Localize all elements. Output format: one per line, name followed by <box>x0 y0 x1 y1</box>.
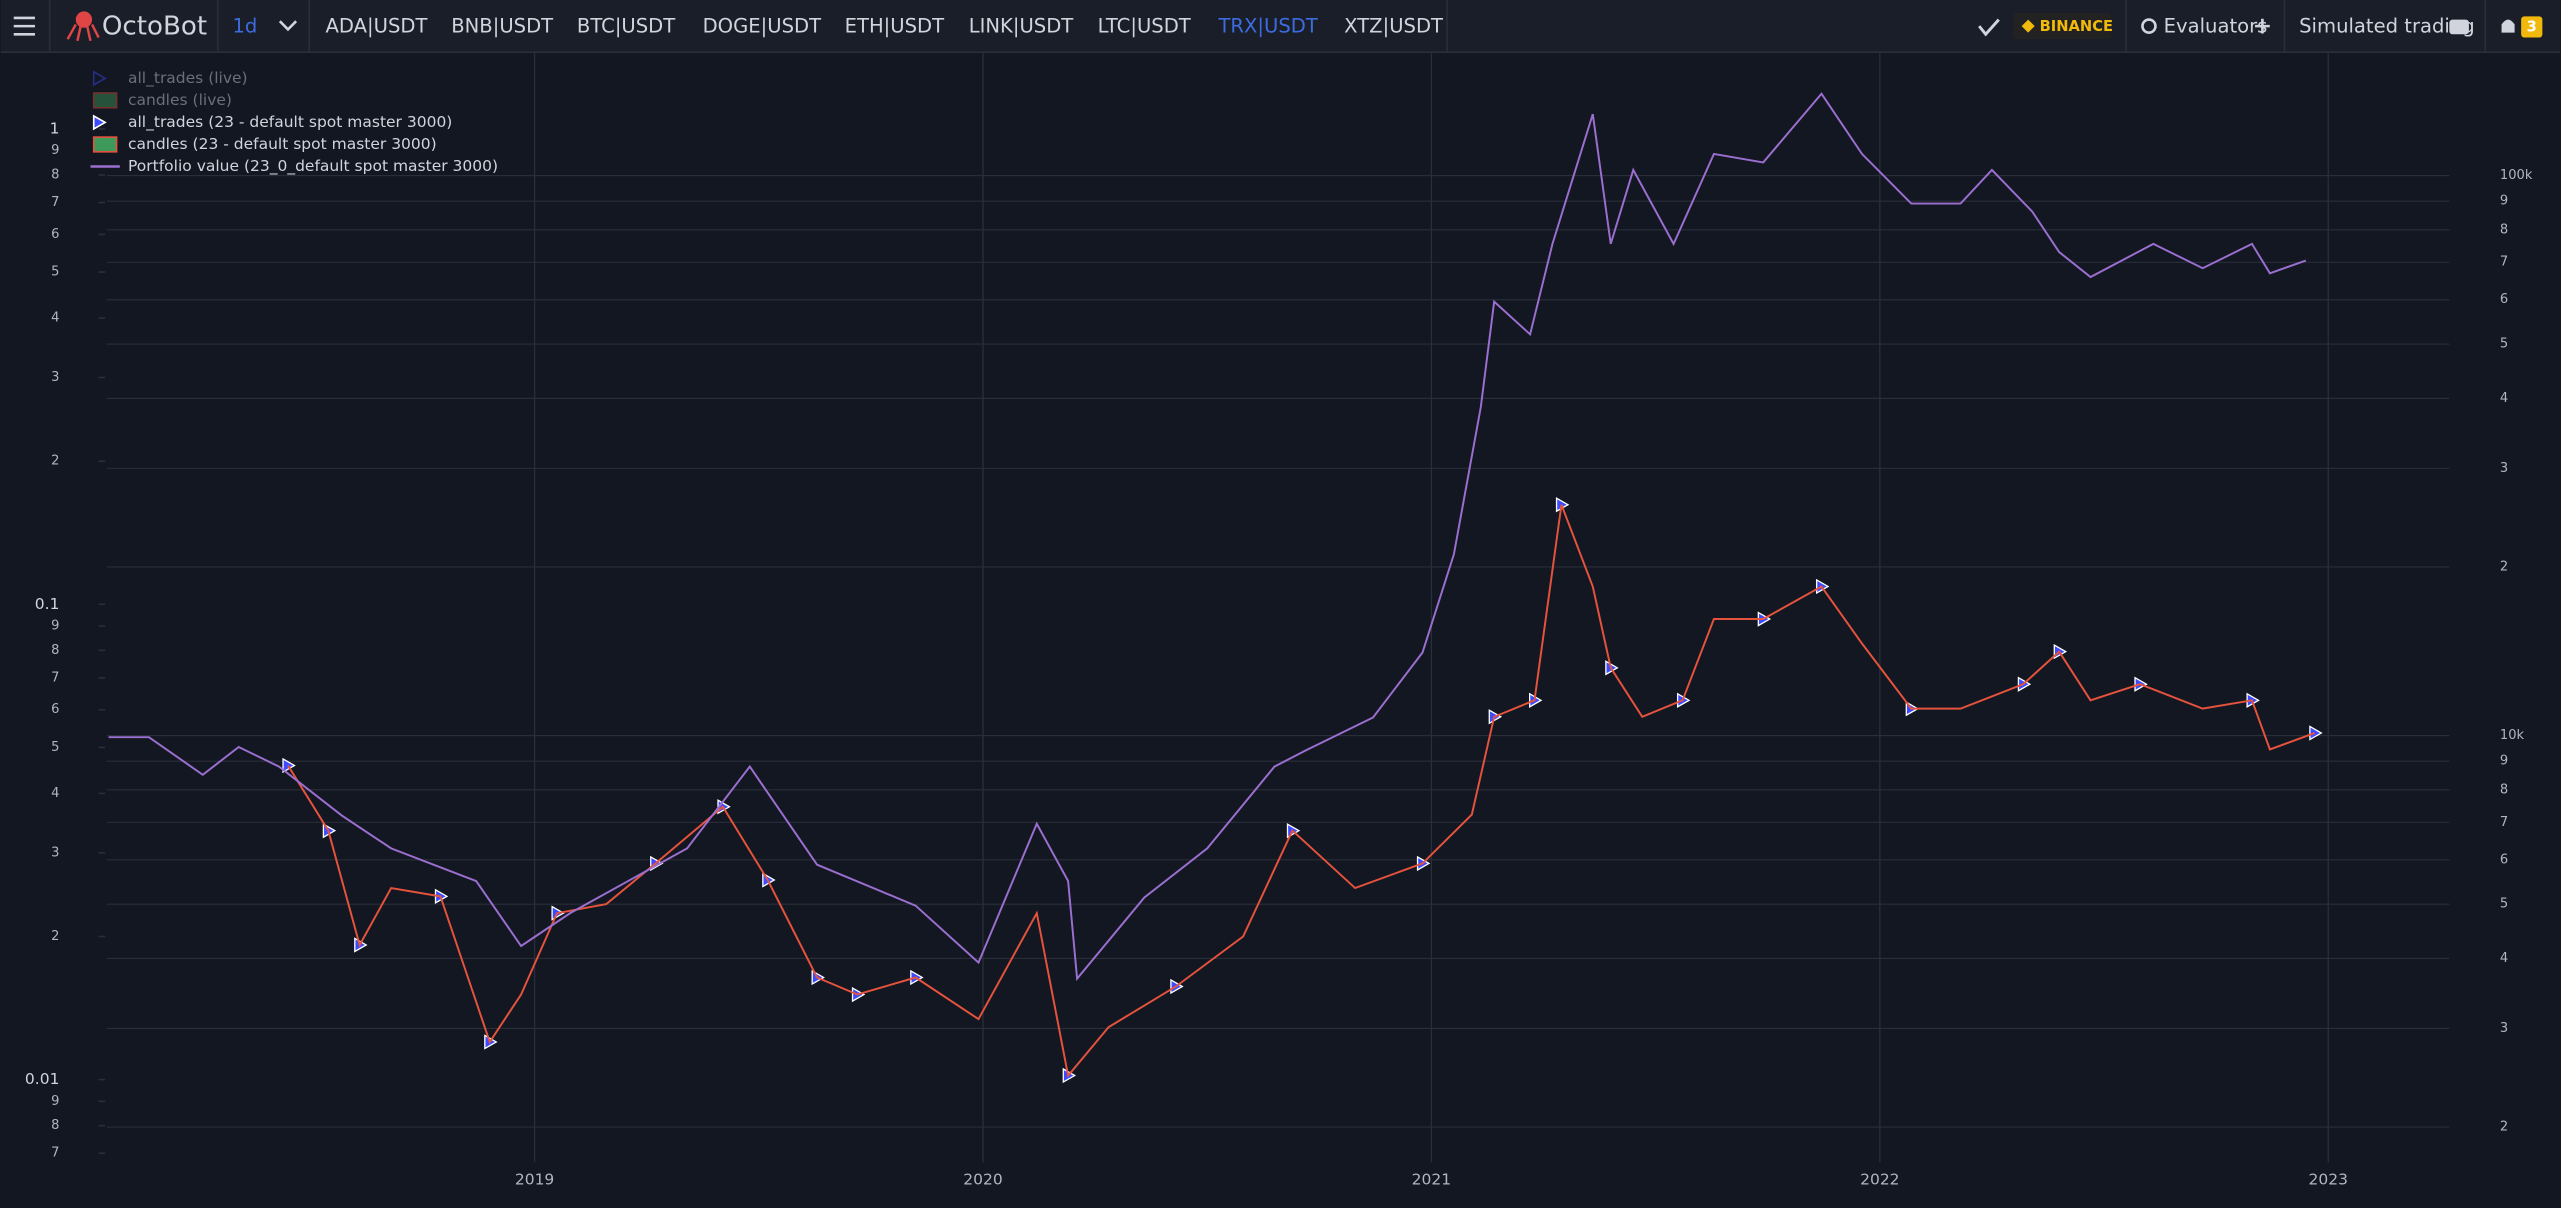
y2-tick-label: 9 <box>2500 754 2508 769</box>
y-tick-label: 9 <box>51 619 59 634</box>
brand[interactable]: OctoBot <box>102 11 207 41</box>
legend-label[interactable]: Portfolio value (23_0_default spot maste… <box>128 157 498 176</box>
pair-tab[interactable]: ADA|USDT <box>326 14 429 37</box>
y2-tick-label: 10k <box>2500 728 2525 743</box>
y-tick-label: 9 <box>51 1094 59 1109</box>
y-tick-label: 6 <box>51 702 59 717</box>
legend-icon <box>92 114 107 131</box>
y-tick-label: 6 <box>51 227 59 242</box>
logo-icon[interactable] <box>66 11 100 42</box>
y2-tick-label: 9 <box>2500 194 2508 209</box>
y-tick-label: 4 <box>51 786 59 801</box>
y-tick-label: 5 <box>51 740 59 755</box>
evaluators-icon <box>2141 18 2157 34</box>
y-tick-label: 5 <box>51 265 59 280</box>
pair-tab[interactable]: XTZ|USDT <box>1344 14 1444 37</box>
y2-tick-label: 5 <box>2500 337 2508 352</box>
chart: 100k 9 8 7 6 5 4 3 2 10k 9 8 7 6 5 4 3 2 1 9 8 7 6 5 4 3 2 0.1 9 8 7 6 5… <box>25 52 2533 1189</box>
y2-tick-label: 5 <box>2500 897 2508 912</box>
pair-tab[interactable]: LINK|USDT <box>969 14 1075 37</box>
legend-label[interactable]: candles (live) <box>128 91 232 109</box>
trading-mode[interactable]: Simulated trading <box>2299 14 2475 37</box>
pair-tab[interactable]: DOGE|USDT <box>703 14 822 37</box>
pair-tab[interactable]: TRX|USDT <box>1217 14 1318 37</box>
timeframe-dropdown[interactable] <box>278 20 298 32</box>
notifications-icon[interactable] <box>2501 19 2515 33</box>
x-tick-label: 2020 <box>963 1171 1002 1189</box>
legend-icon <box>92 136 118 153</box>
y2-tick-label: 6 <box>2500 292 2508 307</box>
y-tick-label: 9 <box>51 143 59 158</box>
legend-icon <box>92 92 118 109</box>
y-tick-label: 1 <box>50 119 60 137</box>
y2-tick-label: 4 <box>2500 951 2508 966</box>
y2-tick-label: 4 <box>2500 391 2508 406</box>
legend-label[interactable]: candles (23 - default spot master 3000) <box>128 135 437 153</box>
y-tick-label: 0.01 <box>25 1070 60 1088</box>
x-tick-label: 2021 <box>1412 1171 1451 1189</box>
y2-tick-label: 8 <box>2500 782 2508 797</box>
y2-tick-label: 100k <box>2500 168 2533 183</box>
y-tick-label: 8 <box>51 168 59 183</box>
y2-tick-label: 3 <box>2500 1021 2508 1036</box>
pair-tab[interactable]: BTC|USDT <box>577 14 676 37</box>
y2-tick-label: 7 <box>2500 255 2508 270</box>
navbar <box>0 0 2561 53</box>
y-tick-label: 2 <box>51 454 59 469</box>
exchange-badge[interactable] <box>2013 13 2112 40</box>
y-tick-label: 3 <box>51 370 59 385</box>
menu-button[interactable] <box>13 16 35 36</box>
pair-tabs: ADA|USDT BNB|USDT BTC|USDT DOGE|USDT ETH|USD… <box>326 14 1445 37</box>
timeframe[interactable]: 1d <box>232 14 257 37</box>
y2-tick-label: 2 <box>2500 559 2508 574</box>
legend-icon <box>92 70 107 87</box>
notifications-count: 3 <box>2527 18 2537 35</box>
legend-label[interactable]: all_trades (23 - default spot master 300… <box>128 113 452 132</box>
add-evaluator[interactable] <box>2255 18 2270 34</box>
y2-tick-label: 2 <box>2500 1120 2508 1135</box>
exchange-icon <box>2021 19 2035 33</box>
portfolio-line <box>108 92 2307 982</box>
status-check <box>1978 18 2000 37</box>
trade-marker <box>2309 725 2323 741</box>
y-tick-label: 7 <box>51 670 59 685</box>
y-tick-label: 8 <box>51 643 59 658</box>
x-tick-label: 2019 <box>515 1171 554 1189</box>
y2-tick-label: 6 <box>2500 852 2508 867</box>
price-line <box>287 504 2316 1078</box>
y-tick-label: 7 <box>51 1146 59 1161</box>
y-tick-label: 7 <box>51 195 59 210</box>
y-tick-label: 2 <box>51 929 59 944</box>
y-tick-label: 0.1 <box>35 595 60 613</box>
y-tick-label: 8 <box>51 1118 59 1133</box>
notifications-badge[interactable] <box>2521 16 2543 38</box>
legend-label[interactable]: all_trades (live) <box>128 69 248 88</box>
evaluators-link[interactable]: Evaluators <box>2164 14 2268 37</box>
pair-tab[interactable]: BNB|USDT <box>451 14 554 37</box>
pair-tab[interactable]: LTC|USDT <box>1098 14 1192 37</box>
y2-tick-label: 3 <box>2500 461 2508 476</box>
y-tick-label: 3 <box>51 845 59 860</box>
exchange-name[interactable]: BINANCE <box>2040 18 2113 35</box>
y2-tick-label: 8 <box>2500 222 2508 237</box>
x-tick-label: 2023 <box>2309 1171 2348 1189</box>
robot-icon <box>2449 19 2469 35</box>
y-tick-label: 4 <box>51 311 59 326</box>
pair-tab[interactable]: ETH|USDT <box>845 14 945 37</box>
x-tick-label: 2022 <box>1860 1171 1899 1189</box>
y2-tick-label: 7 <box>2500 815 2508 830</box>
